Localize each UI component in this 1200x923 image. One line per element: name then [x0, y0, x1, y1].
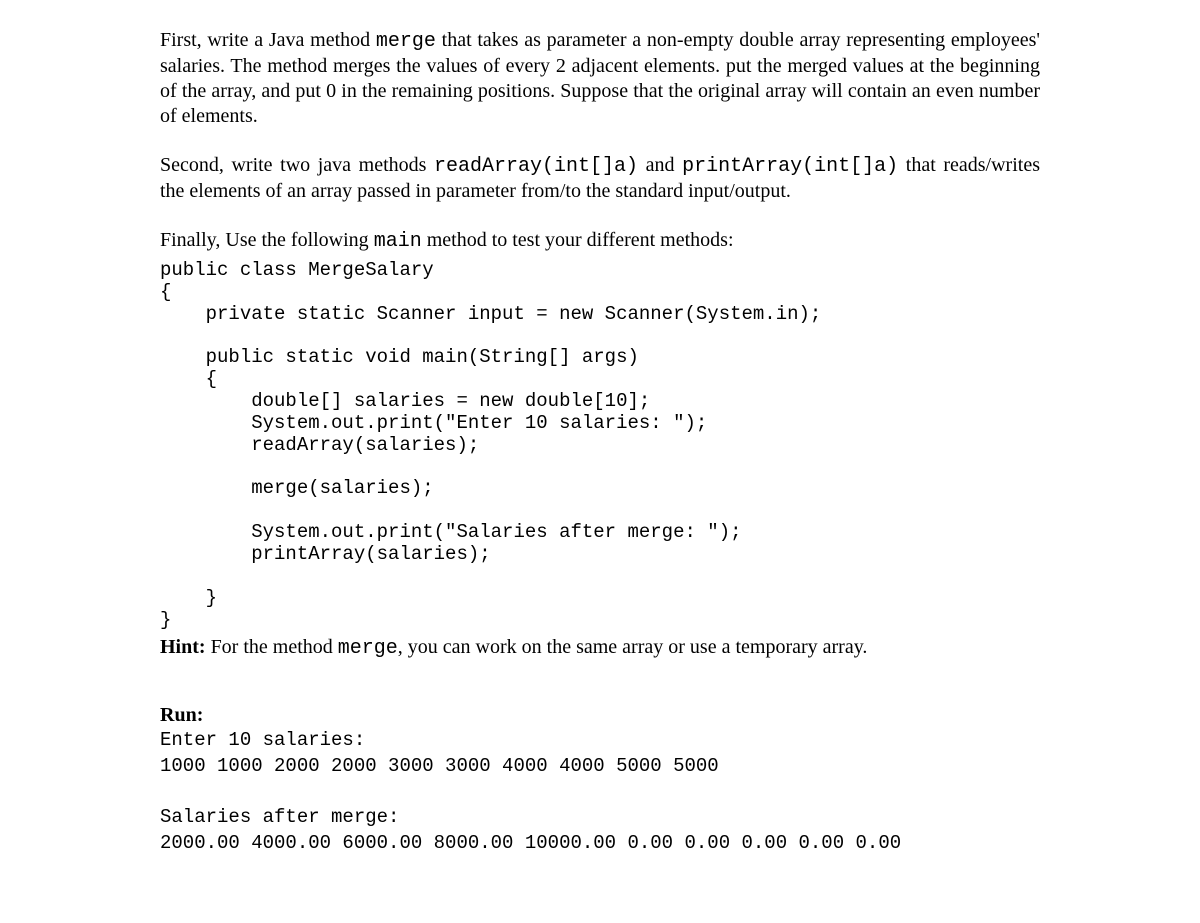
- text: First, write a Java method: [160, 29, 376, 51]
- paragraph-first: First, write a Java method merge that ta…: [160, 28, 1040, 129]
- run-output: Enter 10 salaries: 1000 1000 2000 2000 3…: [160, 728, 1040, 856]
- text: and: [638, 154, 682, 176]
- code-inline-readarray: readArray(int[]a): [434, 155, 638, 178]
- run-section: Run: Enter 10 salaries: 1000 1000 2000 2…: [160, 703, 1040, 856]
- text: For the method: [206, 636, 338, 658]
- code-block-main: public class MergeSalary { private stati…: [160, 260, 1040, 631]
- document-page: First, write a Java method merge that ta…: [80, 0, 1120, 897]
- text: Second, write two java methods: [160, 154, 434, 176]
- hint-label: Hint:: [160, 636, 206, 658]
- paragraph-finally: Finally, Use the following main method t…: [160, 228, 1040, 254]
- text: , you can work on the same array or use …: [398, 636, 868, 658]
- code-inline-merge: merge: [376, 30, 436, 53]
- paragraph-second: Second, write two java methods readArray…: [160, 153, 1040, 204]
- paragraph-hint: Hint: For the method merge, you can work…: [160, 635, 1040, 661]
- text: Finally, Use the following: [160, 229, 374, 251]
- text: method to test your different methods:: [422, 229, 734, 251]
- code-inline-merge-hint: merge: [338, 637, 398, 660]
- code-inline-main: main: [374, 230, 422, 253]
- run-label: Run:: [160, 703, 1040, 728]
- code-inline-printarray: printArray(int[]a): [682, 155, 898, 178]
